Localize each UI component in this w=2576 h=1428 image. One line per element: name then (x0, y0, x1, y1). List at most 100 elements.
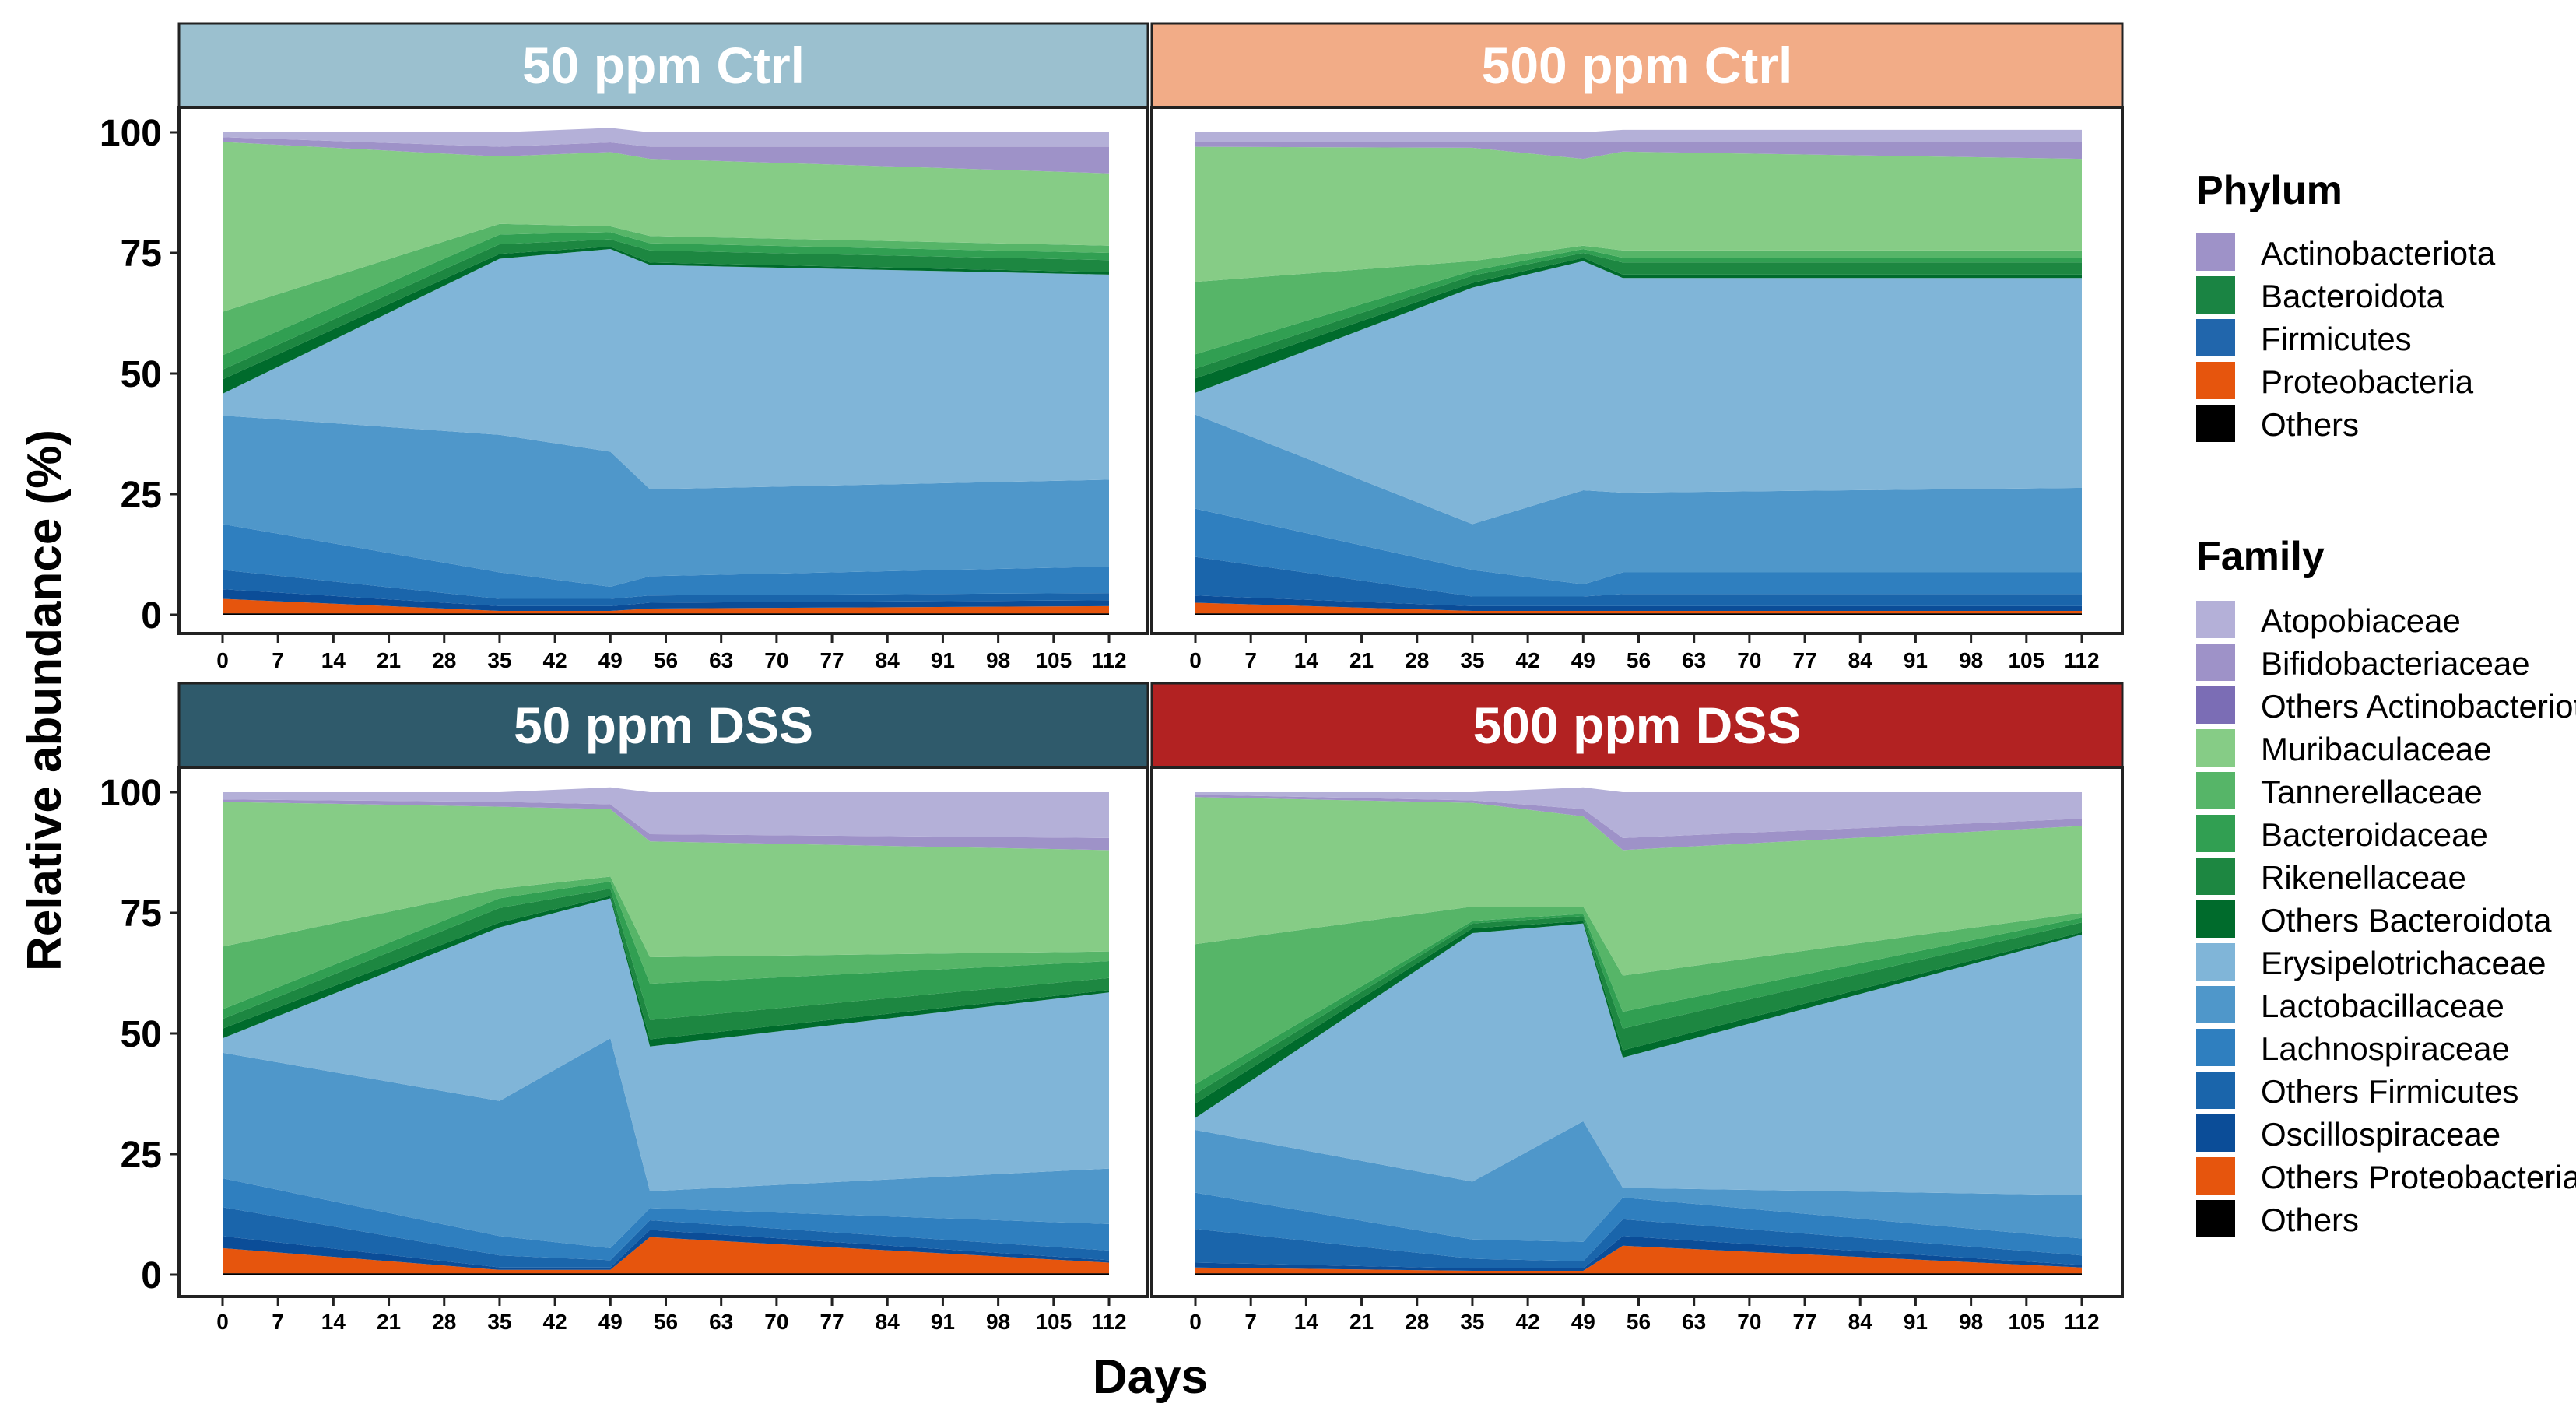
panel-border (1150, 766, 2124, 1298)
area-lactobacillaceae (1195, 1121, 2082, 1242)
facet-title-500-ppm-ctrl: 500 ppm Ctrl (1482, 37, 1793, 94)
x-tick-label: 63 (709, 1310, 733, 1334)
area-rikenellaceae (1195, 916, 2082, 1103)
area-erysipelotrichaceae (1195, 261, 2082, 525)
x-axis-title: Days (1093, 1350, 1208, 1404)
facet-title-500-ppm-dss: 500 ppm DSS (1473, 696, 1802, 754)
x-tick-label: 14 (321, 1310, 346, 1334)
area-others (1195, 613, 2082, 615)
x-tick-label: 21 (377, 1310, 401, 1334)
legend-label-bifidobacteriaceae: Bifidobacteriaceae (2261, 645, 2530, 682)
area-lachnospiraceae (223, 524, 1109, 599)
legend-label-rikenellaceae: Rikenellaceae (2261, 859, 2466, 896)
legend-swatch-rikenellaceae (2196, 858, 2235, 895)
x-tick-label: 28 (1405, 1310, 1429, 1334)
y-tick-label: 25 (121, 475, 162, 516)
area-muribaculaceae (223, 802, 1109, 958)
x-tick-label: 0 (216, 648, 229, 672)
legend-phylum: Phylum Actinobacteriota Bacteroidota Firmic… (2196, 168, 2496, 443)
x-tick-label: 98 (986, 648, 1010, 672)
area-muribaculaceae (223, 142, 1109, 312)
area-others-firmicutes (1195, 556, 2082, 606)
facet-50-ppm-ctrl: 50 ppm Ctrl 0 7 14 21 28 35 42 49 56 63 70 77 84 91 98 1… (100, 22, 1149, 672)
x-tick-label: 98 (986, 1310, 1010, 1334)
x-tick-label: 7 (1244, 1310, 1257, 1334)
legend-title-family: Family (2196, 534, 2325, 579)
area-others-firmicutes (1195, 1219, 2082, 1268)
x-tick-label: 56 (1627, 1310, 1651, 1334)
area-erysipelotrichaceae (223, 249, 1109, 489)
legend-label-others: Others (2261, 406, 2359, 443)
legend-swatch-erysipelotrichaceae (2196, 943, 2235, 981)
legend-swatch-tannerellaceae (2196, 772, 2235, 809)
y-axis-title: Relative abundance (%) (18, 430, 72, 971)
area-others (223, 613, 1109, 615)
facet-strip-500-ppm-dss (1150, 682, 2124, 769)
x-tick-label: 7 (1244, 648, 1257, 672)
legend-label-atopobiaceae: Atopobiaceae (2261, 602, 2461, 639)
area-bacteroidaceae (1195, 249, 2082, 369)
facet-strip-50-ppm-dss (177, 682, 1149, 769)
area-muribaculaceae (1195, 797, 2082, 976)
legend-label-actinobacteriota: Actinobacteriota (2261, 235, 2496, 272)
x-tick-label: 28 (432, 648, 456, 672)
y-tick-label: 0 (141, 595, 162, 637)
area-others-proteobacteria (1195, 602, 2082, 614)
panel-border (1150, 106, 2124, 635)
area-oscillospiraceae (1195, 595, 2082, 612)
legend-swatch-others-bacteroidota (2196, 900, 2235, 938)
y-tick-label: 50 (121, 354, 162, 395)
x-tick-label: 84 (1848, 1310, 1873, 1334)
x-tick-label: 63 (1682, 1310, 1706, 1334)
x-tick-label: 105 (2008, 1310, 2044, 1334)
x-tick-label: 84 (876, 1310, 900, 1334)
panel-border (177, 766, 1149, 1298)
facet-strip-500-ppm-ctrl (1150, 22, 2124, 109)
x-tick-label: 63 (1682, 648, 1706, 672)
legend-label-proteobacteria: Proteobacteria (2261, 363, 2474, 400)
x-tick-label: 49 (598, 1310, 623, 1334)
legend-swatch-others-proteobacteria (2196, 1157, 2235, 1195)
x-tick-label: 56 (1627, 648, 1651, 672)
area-lactobacillaceae (223, 1038, 1109, 1248)
x-tick-label: 70 (1737, 648, 1761, 672)
area-tannerellaceae (223, 223, 1109, 356)
area-rikenellaceae (223, 889, 1109, 1040)
legend-label-bacteroidaceae: Bacteroidaceae (2261, 816, 2488, 853)
x-tick-label: 70 (764, 648, 788, 672)
legend-label-others: Others (2261, 1202, 2359, 1238)
facet-title-50-ppm-dss: 50 ppm DSS (514, 696, 813, 754)
x-tick-label: 91 (1904, 1310, 1928, 1334)
x-tick-label: 0 (1189, 1310, 1202, 1334)
area-bifidobacteriaceae (1195, 142, 2082, 160)
x-tick-label: 0 (1189, 648, 1202, 672)
x-tick-label: 70 (764, 1310, 788, 1334)
area-others-proteobacteria (223, 1237, 1109, 1274)
area-lactobacillaceae (1195, 414, 2082, 584)
y-tick-label: 75 (121, 233, 162, 275)
x-tick-label: 84 (876, 648, 900, 672)
legend-label-erysipelotrichaceae: Erysipelotrichaceae (2261, 945, 2546, 981)
area-others-firmicutes (223, 1207, 1109, 1268)
x-tick-label: 35 (1460, 648, 1484, 672)
x-tick-label: 42 (543, 1310, 567, 1334)
legend-label-muribaculaceae: Muribaculaceae (2261, 731, 2492, 767)
legend-label-others-actinobacteriota: Others Actinobacteriota (2261, 688, 2576, 725)
x-tick-label: 112 (2064, 648, 2099, 672)
x-tick-label: 14 (1294, 648, 1319, 672)
area-erysipelotrichaceae (1195, 923, 2082, 1195)
area-muribaculaceae (1195, 146, 2082, 282)
area-bifidobacteriaceae (223, 799, 1109, 851)
x-tick-label: 56 (654, 648, 678, 672)
y-tick-label: 50 (121, 1014, 162, 1055)
x-tick-label: 112 (1091, 648, 1126, 672)
area-others (223, 1273, 1109, 1275)
facet-500-ppm-ctrl: 500 ppm Ctrl 0 7 14 21 28 35 42 49 56 63 70 77 84 91 98… (1150, 22, 2124, 672)
area-tannerellaceae (1195, 245, 2082, 355)
area-lactobacillaceae (223, 415, 1109, 588)
area-others-proteobacteria (223, 598, 1109, 614)
x-tick-label: 0 (216, 1310, 229, 1334)
legend-label-bacteroidota: Bacteroidota (2261, 278, 2444, 314)
x-tick-label: 42 (1516, 1310, 1540, 1334)
x-tick-label: 84 (1848, 648, 1873, 672)
